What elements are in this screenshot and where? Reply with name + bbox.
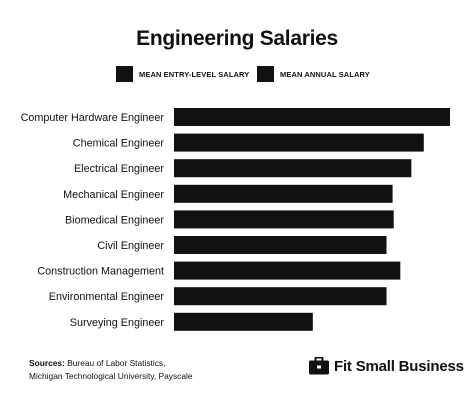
brand-name: Fit Small Business bbox=[334, 357, 464, 375]
legend-label-entry-level: MEAN ENTRY-LEVEL SALARY bbox=[139, 69, 250, 79]
category-label: Computer Hardware Engineer bbox=[21, 112, 165, 124]
category-label: Biomedical Engineer bbox=[65, 214, 164, 226]
sources-line-2: Michigan Technological University, Paysc… bbox=[29, 371, 193, 381]
sources-label: Sources: bbox=[29, 358, 65, 368]
category-label: Environmental Engineer bbox=[49, 291, 165, 303]
bar bbox=[174, 210, 394, 229]
category-label: Chemical Engineer bbox=[73, 138, 165, 150]
bar bbox=[174, 184, 393, 203]
chart-title: Engineering Salaries bbox=[136, 27, 338, 50]
sources-line-1: Bureau of Labor Statistics, bbox=[67, 358, 166, 368]
category-label: Surveying Engineer bbox=[70, 317, 165, 329]
chart-legend: MEAN ENTRY-LEVEL SALARY MEAN ANNUAL SALA… bbox=[0, 66, 474, 84]
legend-item-annual: MEAN ANNUAL SALARY bbox=[257, 66, 370, 82]
briefcase-icon bbox=[309, 357, 329, 375]
category-label: Civil Engineer bbox=[97, 240, 164, 252]
bar bbox=[174, 133, 424, 152]
bar bbox=[174, 108, 450, 126]
bar bbox=[174, 261, 401, 280]
legend-swatch-entry-level bbox=[116, 66, 133, 82]
category-label: Electrical Engineer bbox=[74, 163, 164, 175]
bar bbox=[174, 236, 387, 254]
legend-item-entry-level: MEAN ENTRY-LEVEL SALARY bbox=[116, 66, 249, 82]
category-label: Mechanical Engineer bbox=[63, 189, 164, 201]
bar bbox=[174, 159, 412, 178]
brand-logo: Fit Small Business bbox=[309, 357, 464, 375]
bar bbox=[174, 312, 313, 331]
bars-group: Computer Hardware Engineer Chemical Engin… bbox=[21, 108, 450, 331]
bar bbox=[174, 287, 387, 306]
legend-label-annual: MEAN ANNUAL SALARY bbox=[280, 69, 370, 79]
category-label: Construction Management bbox=[37, 266, 164, 278]
sources-note: Sources: Bureau of Labor Statistics, Mic… bbox=[29, 357, 193, 383]
legend-swatch-annual bbox=[257, 66, 274, 82]
